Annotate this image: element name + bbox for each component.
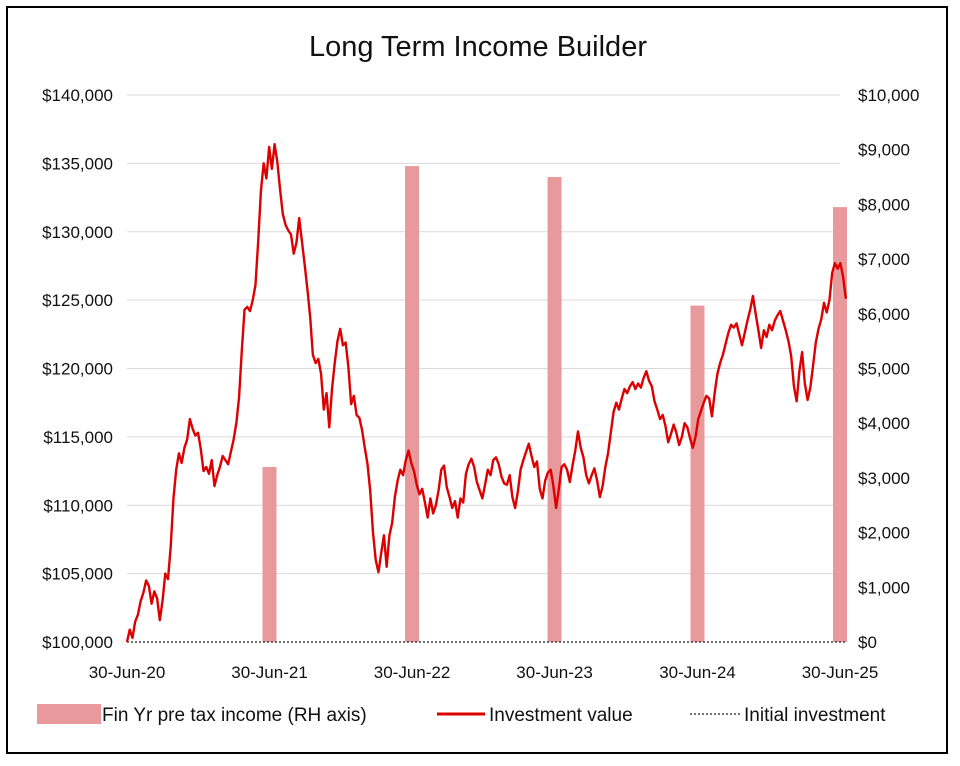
- legend: Fin Yr pre tax income (RH axis) Investme…: [37, 704, 886, 726]
- x-tick-label: 30-Jun-22: [374, 663, 451, 682]
- x-tick-label: 30-Jun-24: [659, 663, 736, 682]
- income-bar: [690, 305, 705, 642]
- income-bar: [547, 177, 562, 643]
- x-tick-label: 30-Jun-20: [89, 663, 166, 682]
- chart-frame: [6, 6, 948, 754]
- right-tick-label: $6,000: [858, 305, 910, 324]
- right-tick-label: $10,000: [858, 86, 919, 105]
- line-series: [125, 143, 848, 643]
- legend-label-income: Fin Yr pre tax income (RH axis): [102, 705, 367, 726]
- right-tick-label: $9,000: [858, 141, 910, 160]
- right-tick-label: $5,000: [858, 360, 910, 379]
- income-bar: [405, 166, 420, 643]
- left-tick-label: $135,000: [42, 154, 113, 173]
- left-tick-label: $140,000: [42, 86, 113, 105]
- legend-label-initial: Initial investment: [744, 705, 886, 726]
- investment-value-line: [125, 143, 848, 643]
- right-tick-label: $3,000: [858, 469, 910, 488]
- right-tick-label: $2,000: [858, 524, 910, 543]
- right-tick-label: $4,000: [858, 414, 910, 433]
- income-bar: [262, 466, 277, 642]
- left-tick-label: $110,000: [43, 496, 113, 515]
- left-tick-label: $125,000: [42, 291, 113, 310]
- legend-swatch-income: [37, 704, 101, 724]
- x-tick-label: 30-Jun-25: [802, 663, 879, 682]
- right-tick-label: $0: [858, 633, 877, 652]
- left-tick-label: $130,000: [42, 223, 113, 242]
- legend-label-investment: Investment value: [489, 705, 633, 726]
- left-tick-label: $115,000: [43, 428, 113, 447]
- x-tick-label: 30-Jun-21: [231, 663, 308, 682]
- gridlines: [127, 94, 840, 575]
- left-axis-ticks: $100,000 $105,000 $110,000 $115,000 $120,000…: [42, 86, 113, 652]
- x-axis-ticks: 30-Jun-20 30-Jun-21 30-Jun-22 30-Jun-23 30-J…: [89, 663, 879, 682]
- x-tick-label: 30-Jun-23: [516, 663, 593, 682]
- chart-title: Long Term Income Builder: [309, 31, 647, 63]
- left-tick-label: $120,000: [42, 360, 113, 379]
- right-tick-label: $7,000: [858, 250, 910, 269]
- right-tick-label: $8,000: [858, 195, 910, 214]
- income-bar: [833, 207, 847, 642]
- right-tick-label: $1,000: [858, 578, 910, 597]
- bar-series: [262, 166, 847, 643]
- left-tick-label: $100,000: [42, 633, 113, 652]
- left-tick-label: $105,000: [42, 565, 113, 584]
- right-axis-ticks: $0 $1,000 $2,000 $3,000 $4,000 $5,000 $6,000 $7…: [858, 86, 919, 652]
